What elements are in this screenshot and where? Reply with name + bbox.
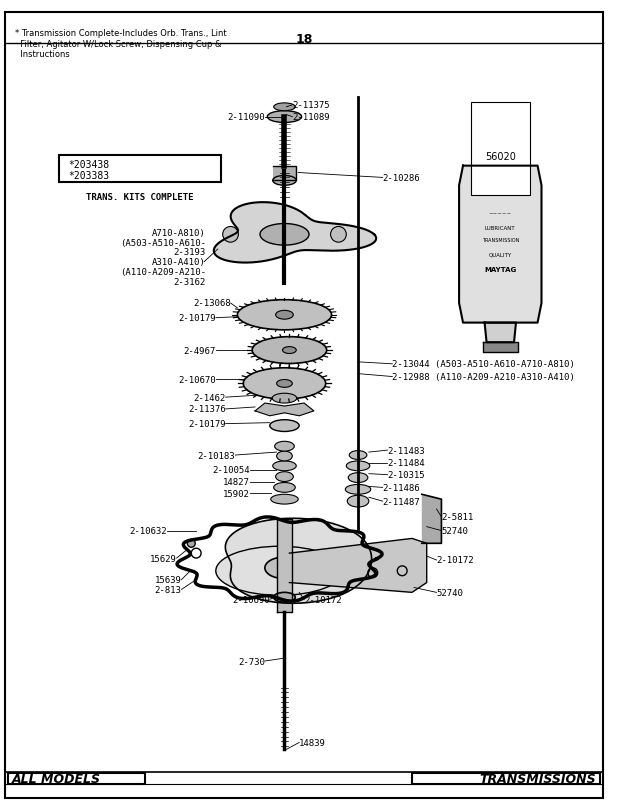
- Ellipse shape: [273, 176, 296, 186]
- Bar: [8, 773, 145, 783]
- Ellipse shape: [267, 112, 302, 123]
- Ellipse shape: [283, 347, 296, 354]
- Text: ~~~~~: ~~~~~: [489, 211, 512, 216]
- Text: MAYTAG: MAYTAG: [484, 266, 516, 272]
- Text: 2-813: 2-813: [154, 586, 182, 594]
- Text: QUALITY: QUALITY: [489, 252, 512, 257]
- Text: TRANS. KITS COMPLETE: TRANS. KITS COMPLETE: [86, 192, 193, 201]
- Ellipse shape: [348, 473, 368, 483]
- Ellipse shape: [271, 495, 298, 504]
- Text: 2-10179: 2-10179: [188, 419, 226, 428]
- Text: 2-11376: 2-11376: [188, 405, 226, 414]
- Text: *203383: *203383: [69, 171, 110, 181]
- Polygon shape: [225, 518, 371, 603]
- Ellipse shape: [273, 461, 296, 471]
- Text: 14839: 14839: [299, 738, 326, 747]
- Text: 2-10172: 2-10172: [304, 595, 342, 604]
- Polygon shape: [214, 203, 376, 264]
- Ellipse shape: [347, 496, 369, 508]
- Text: 2-11484: 2-11484: [388, 459, 425, 468]
- Polygon shape: [255, 404, 314, 416]
- Ellipse shape: [273, 104, 295, 112]
- Text: 2-10315: 2-10315: [388, 470, 425, 479]
- Text: 52740: 52740: [441, 526, 468, 535]
- Polygon shape: [482, 343, 518, 353]
- Bar: [412, 773, 600, 783]
- Ellipse shape: [277, 380, 292, 388]
- Text: 2-10183: 2-10183: [198, 451, 236, 460]
- Ellipse shape: [216, 547, 343, 595]
- Text: 15639: 15639: [154, 575, 182, 585]
- Text: 2-5811: 2-5811: [441, 513, 474, 521]
- Text: 2-11089: 2-11089: [292, 113, 330, 122]
- Polygon shape: [485, 324, 516, 343]
- Text: 18: 18: [295, 32, 312, 45]
- Text: 2-10054: 2-10054: [213, 466, 250, 474]
- Text: 52740: 52740: [436, 588, 463, 597]
- Ellipse shape: [243, 368, 326, 400]
- Ellipse shape: [277, 452, 292, 461]
- Circle shape: [330, 227, 347, 242]
- Text: (A503-A510-A610-: (A503-A510-A610-: [120, 238, 206, 247]
- Bar: [59, 156, 221, 183]
- Text: 2-10286: 2-10286: [383, 174, 420, 182]
- Ellipse shape: [272, 394, 297, 404]
- Ellipse shape: [347, 461, 370, 471]
- Text: LUBRICANT: LUBRICANT: [485, 225, 516, 230]
- Text: 15902: 15902: [223, 489, 250, 498]
- Ellipse shape: [349, 451, 367, 460]
- Text: 2-11487: 2-11487: [383, 497, 420, 506]
- Ellipse shape: [273, 483, 295, 493]
- Text: 2-11090: 2-11090: [228, 113, 265, 122]
- Ellipse shape: [275, 442, 294, 452]
- Text: 2-10670: 2-10670: [178, 375, 216, 384]
- Ellipse shape: [276, 472, 293, 482]
- Text: 2-10179: 2-10179: [178, 314, 216, 323]
- Text: 2-10632: 2-10632: [129, 526, 167, 535]
- Text: A310-A410): A310-A410): [153, 258, 206, 267]
- Text: 2-3162: 2-3162: [174, 277, 206, 286]
- Polygon shape: [422, 495, 441, 543]
- Text: (A110-A209-A210-: (A110-A209-A210-: [120, 268, 206, 277]
- Text: 2-3193: 2-3193: [174, 248, 206, 257]
- Text: 2-10172: 2-10172: [436, 556, 474, 564]
- Text: 15629: 15629: [149, 554, 177, 563]
- Circle shape: [187, 540, 195, 547]
- Polygon shape: [273, 166, 296, 181]
- Text: *203438: *203438: [69, 160, 110, 169]
- Ellipse shape: [276, 311, 293, 320]
- Text: 2-730: 2-730: [238, 657, 265, 666]
- Text: 2-13068: 2-13068: [193, 299, 231, 308]
- Text: 2-4967: 2-4967: [184, 346, 216, 355]
- Text: 2-13044 (A503-A510-A610-A710-A810): 2-13044 (A503-A510-A610-A710-A810): [392, 360, 575, 369]
- Ellipse shape: [345, 485, 371, 495]
- Ellipse shape: [237, 300, 332, 330]
- Text: 2-11483: 2-11483: [388, 446, 425, 455]
- Text: 56020: 56020: [485, 152, 516, 161]
- Text: ALL MODELS: ALL MODELS: [12, 772, 101, 785]
- Text: TRANSMISSIONS: TRANSMISSIONS: [480, 772, 596, 785]
- Ellipse shape: [260, 225, 309, 246]
- Text: * Transmission Complete-Includes Orb. Trans., Lint
  Filter, Agitator W/Lock Scr: * Transmission Complete-Includes Orb. Tr…: [15, 29, 226, 59]
- Text: 2-1462: 2-1462: [193, 393, 226, 402]
- Bar: [471, 103, 529, 195]
- Polygon shape: [459, 166, 541, 324]
- Circle shape: [223, 227, 238, 242]
- Polygon shape: [277, 519, 292, 612]
- Text: 14827: 14827: [223, 478, 250, 487]
- Text: 2-10690: 2-10690: [232, 595, 270, 604]
- Text: 2-11486: 2-11486: [383, 483, 420, 492]
- Text: A710-A810): A710-A810): [153, 229, 206, 238]
- Ellipse shape: [265, 557, 304, 579]
- Ellipse shape: [252, 337, 327, 364]
- Text: TRANSMISSION: TRANSMISSION: [482, 238, 519, 242]
- Ellipse shape: [273, 593, 295, 603]
- Ellipse shape: [270, 420, 299, 432]
- Text: 2-12988 (A110-A209-A210-A310-A410): 2-12988 (A110-A209-A210-A310-A410): [392, 372, 575, 382]
- Polygon shape: [290, 539, 427, 593]
- Text: 2-11375: 2-11375: [292, 101, 330, 110]
